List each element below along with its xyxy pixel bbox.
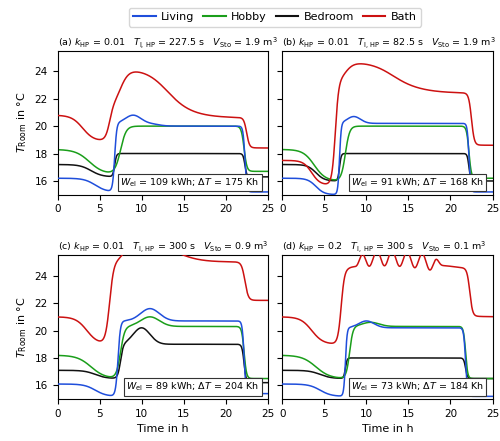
Y-axis label: $T_{\mathrm{Room}}$ in °C: $T_{\mathrm{Room}}$ in °C <box>15 296 29 358</box>
Text: $W_{\mathrm{el}}$ = 109 kWh; $\Delta T$ = 175 Kh: $W_{\mathrm{el}}$ = 109 kWh; $\Delta T$ … <box>120 176 259 189</box>
X-axis label: Time in h: Time in h <box>362 424 413 434</box>
Text: (d) $k_{\mathrm{HP}}$ = 0.2   $T_{\mathrm{I,\,HP}}$ = 300 s   $V_{\mathrm{Sto}}$: (d) $k_{\mathrm{HP}}$ = 0.2 $T_{\mathrm{… <box>282 240 486 255</box>
Text: (a) $k_{\mathrm{HP}}$ = 0.01   $T_{\mathrm{I,\,HP}}$ = 227.5 s   $V_{\mathrm{Sto: (a) $k_{\mathrm{HP}}$ = 0.01 $T_{\mathrm… <box>58 35 277 51</box>
Text: $W_{\mathrm{el}}$ = 89 kWh; $\Delta T$ = 204 Kh: $W_{\mathrm{el}}$ = 89 kWh; $\Delta T$ =… <box>126 381 259 393</box>
Text: (c) $k_{\mathrm{HP}}$ = 0.01   $T_{\mathrm{I,\,HP}}$ = 300 s   $V_{\mathrm{Sto}}: (c) $k_{\mathrm{HP}}$ = 0.01 $T_{\mathrm… <box>58 240 268 255</box>
X-axis label: Time in h: Time in h <box>137 424 188 434</box>
Text: $W_{\mathrm{el}}$ = 91 kWh; $\Delta T$ = 168 Kh: $W_{\mathrm{el}}$ = 91 kWh; $\Delta T$ =… <box>352 176 484 189</box>
Text: (b) $k_{\mathrm{HP}}$ = 0.01   $T_{\mathrm{I,\,HP}}$ = 82.5 s   $V_{\mathrm{Sto}: (b) $k_{\mathrm{HP}}$ = 0.01 $T_{\mathrm… <box>282 35 496 51</box>
Y-axis label: $T_{\mathrm{Room}}$ in °C: $T_{\mathrm{Room}}$ in °C <box>15 92 29 153</box>
Text: $W_{\mathrm{el}}$ = 73 kWh; $\Delta T$ = 184 Kh: $W_{\mathrm{el}}$ = 73 kWh; $\Delta T$ =… <box>352 381 484 393</box>
Legend: Living, Hobby, Bedroom, Bath: Living, Hobby, Bedroom, Bath <box>129 8 421 26</box>
